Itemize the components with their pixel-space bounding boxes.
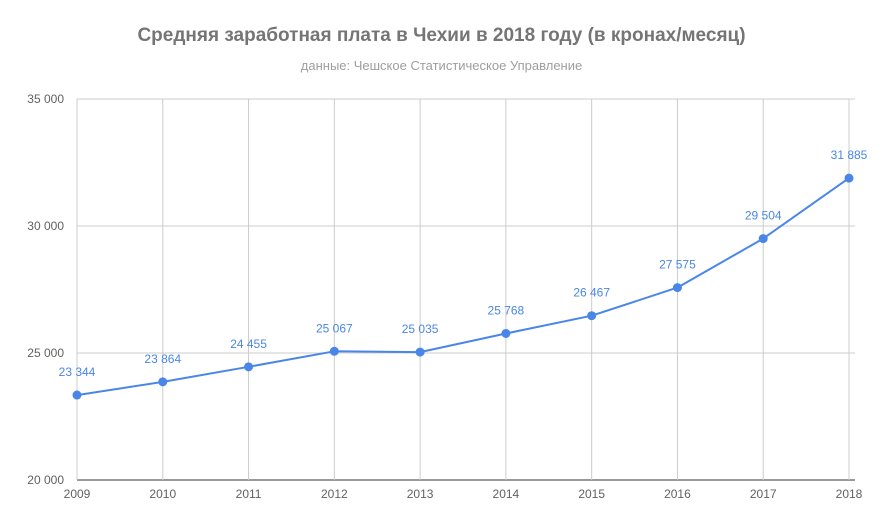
grid-lines (76, 98, 855, 481)
x-tick-label: 2017 (750, 487, 777, 501)
data-point[interactable] (329, 346, 339, 356)
data-label: 23 864 (144, 352, 181, 366)
data-point[interactable] (844, 173, 854, 183)
data-label: 23 344 (59, 365, 96, 379)
x-tick-label: 2011 (236, 487, 262, 501)
chart-title: Средняя заработная плата в Чехии в 2018 … (137, 25, 746, 46)
series-line (76, 177, 850, 397)
y-tick-label: 20 000 (27, 473, 64, 487)
x-axis-ticks: 2009 2010 2011 2012 2013 2014 2015 2016 2017 2018 (64, 487, 863, 501)
data-point[interactable] (758, 234, 768, 244)
y-tick-label: 25 000 (27, 346, 64, 360)
data-point[interactable] (244, 362, 254, 372)
y-tick-label: 30 000 (27, 219, 64, 233)
x-tick-label: 2016 (664, 487, 691, 501)
data-point[interactable] (72, 390, 82, 400)
x-tick-label: 2018 (836, 487, 863, 501)
data-label: 25 067 (316, 321, 353, 335)
y-axis-ticks: 20 000 25 000 30 000 35 000 (27, 92, 64, 487)
x-tick-label: 2013 (407, 487, 434, 501)
data-label: 26 467 (573, 286, 610, 300)
data-label: 25 768 (488, 303, 525, 317)
x-tick-label: 2014 (493, 487, 520, 501)
data-point[interactable] (587, 311, 597, 321)
x-tick-label: 2015 (578, 487, 605, 501)
data-label: 27 575 (659, 258, 696, 272)
x-tick-label: 2009 (64, 487, 91, 501)
data-label: 25 035 (402, 322, 439, 336)
data-label: 31 885 (831, 148, 868, 162)
data-point[interactable] (672, 283, 682, 293)
series-layer (72, 173, 854, 400)
x-tick-label: 2012 (321, 487, 348, 501)
data-label: 24 455 (230, 337, 267, 351)
data-point[interactable] (415, 347, 425, 357)
chart-subtitle: данные: Чешское Статистическое Управлени… (300, 58, 583, 73)
data-labels: 23 344 23 864 24 455 25 067 25 035 25 768 26 4… (59, 148, 868, 379)
data-point[interactable] (501, 328, 511, 338)
data-point[interactable] (158, 377, 168, 387)
x-tick-label: 2010 (149, 487, 176, 501)
data-label: 29 504 (745, 209, 782, 223)
y-tick-label: 35 000 (27, 92, 64, 106)
